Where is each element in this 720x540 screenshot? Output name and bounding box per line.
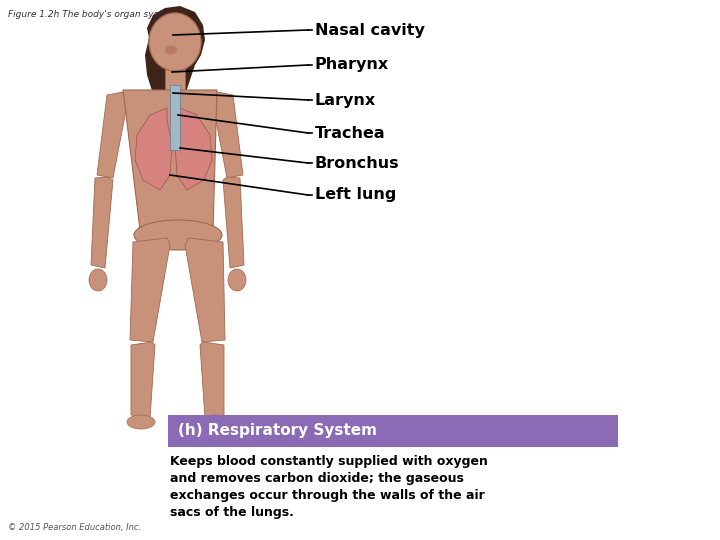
Ellipse shape: [149, 13, 201, 71]
Ellipse shape: [134, 220, 222, 250]
Polygon shape: [185, 238, 225, 342]
FancyBboxPatch shape: [168, 415, 618, 447]
Text: Nasal cavity: Nasal cavity: [315, 23, 425, 37]
Polygon shape: [131, 342, 155, 418]
FancyBboxPatch shape: [165, 68, 185, 93]
Polygon shape: [91, 177, 113, 268]
FancyBboxPatch shape: [170, 85, 180, 150]
Text: Trachea: Trachea: [315, 125, 386, 140]
Text: Left lung: Left lung: [315, 187, 397, 202]
Text: Keeps blood constantly supplied with oxygen: Keeps blood constantly supplied with oxy…: [170, 455, 488, 468]
Ellipse shape: [127, 415, 155, 429]
Ellipse shape: [149, 13, 201, 71]
Polygon shape: [135, 108, 172, 190]
Text: and removes carbon dioxide; the gaseous: and removes carbon dioxide; the gaseous: [170, 472, 464, 485]
Ellipse shape: [228, 269, 246, 291]
Text: exchanges occur through the walls of the air: exchanges occur through the walls of the…: [170, 489, 485, 502]
Ellipse shape: [89, 269, 107, 291]
Polygon shape: [175, 108, 212, 190]
Polygon shape: [223, 177, 244, 268]
Text: Bronchus: Bronchus: [315, 156, 400, 171]
Text: Pharynx: Pharynx: [315, 57, 390, 72]
Polygon shape: [123, 90, 217, 230]
Text: Larynx: Larynx: [315, 92, 377, 107]
Ellipse shape: [201, 415, 229, 429]
Text: (h) Respiratory System: (h) Respiratory System: [178, 423, 377, 438]
Polygon shape: [145, 6, 205, 115]
Polygon shape: [97, 92, 127, 178]
Polygon shape: [130, 238, 170, 342]
Ellipse shape: [165, 45, 177, 55]
Polygon shape: [213, 92, 243, 178]
Text: sacs of the lungs.: sacs of the lungs.: [170, 506, 294, 519]
Text: Figure 1.2h The body's organ systems.: Figure 1.2h The body's organ systems.: [8, 10, 184, 19]
Text: © 2015 Pearson Education, Inc.: © 2015 Pearson Education, Inc.: [8, 523, 141, 532]
Polygon shape: [200, 342, 224, 418]
